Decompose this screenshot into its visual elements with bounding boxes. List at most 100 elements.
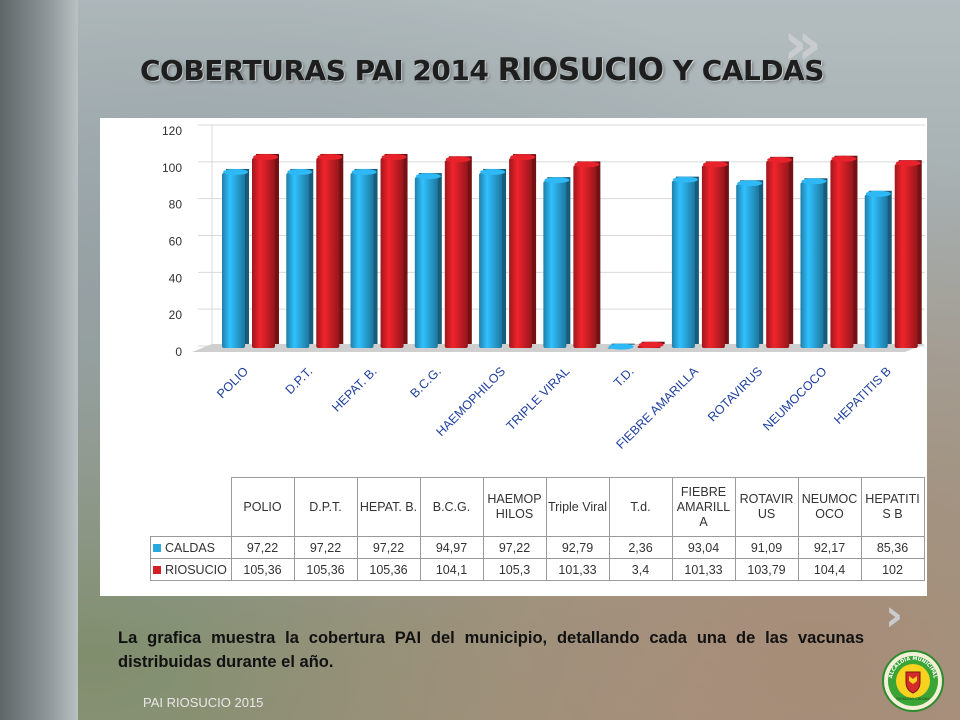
bar-caldas <box>864 194 888 348</box>
table-cell: 3,4 <box>608 558 673 581</box>
table-header-cell: B.C.G. <box>419 477 484 537</box>
bar-cap <box>801 178 827 185</box>
x-tick-label: B.C.G. <box>408 364 444 400</box>
legend-swatch <box>153 565 161 574</box>
bar-cap <box>544 177 570 184</box>
x-tick-label: POLIO <box>214 364 251 401</box>
table-header-cell: HEPATITI S B <box>860 477 925 537</box>
table-cell: 105,3 <box>482 558 547 581</box>
table-cell: 92,79 <box>545 536 610 559</box>
table-cell: 97,22 <box>293 536 358 559</box>
y-tick-label: 20 <box>169 308 183 322</box>
data-table: POLIO D.P.T. HEPAT. B. B.C.G. HAEMOP HILOS Tr… <box>150 477 925 581</box>
table-cell: 97,22 <box>230 536 295 559</box>
bar-riosucio <box>252 157 275 348</box>
x-tick-label: NEUMOCOCO <box>760 364 830 434</box>
x-tick-label: D.P.T. <box>283 364 316 397</box>
bar-cap <box>445 156 471 163</box>
table-header-cell: FIEBRE AMARILL A <box>671 477 736 537</box>
bar-caldas <box>479 172 503 348</box>
bar-caldas <box>414 177 438 348</box>
bar-riosucio <box>701 165 725 348</box>
table-corner <box>150 477 231 537</box>
table-cell: 91,09 <box>734 536 799 559</box>
x-tick-label: TRIPLE VIRAL <box>504 364 573 433</box>
y-tick-label: 120 <box>162 124 182 138</box>
bar-cap <box>574 161 600 168</box>
slide-title: COBERTURAS PAI 2014 RIOSUCIO Y CALDAS <box>140 52 824 88</box>
y-tick-label: 0 <box>175 345 182 359</box>
series-name: CALDAS <box>165 540 216 555</box>
x-tick-label: ROTAVIRUS <box>705 364 765 424</box>
bar-cap <box>737 180 763 187</box>
table-header-cell: NEUMOC OCO <box>797 477 862 537</box>
table-cell: 104,4 <box>797 558 862 581</box>
municipal-seal-logo: ALCALDÍA MUNICIPAL RIOSUCIO CALDAS <box>882 650 944 712</box>
table-cell: 94,97 <box>419 536 484 559</box>
bar-cap <box>415 173 441 180</box>
table-header-cell: T.d. <box>608 477 673 537</box>
bar-chart: 0 20 40 60 80 100 120 POLIO D.P.T. HEPAT. B. B.C.G… <box>162 124 925 452</box>
x-tick-label: HAEMOPHILOS <box>433 364 508 439</box>
table-header-cell: HEPAT. B. <box>356 477 421 537</box>
table-header-row: POLIO D.P.T. HEPAT. B. B.C.G. HAEMOP HILOS Tr… <box>150 477 925 537</box>
bar-riosucio <box>830 159 854 348</box>
bar-riosucio <box>316 157 340 348</box>
bar-cap <box>767 156 793 163</box>
bar-cap <box>381 153 407 160</box>
left-accent-strip <box>0 0 78 720</box>
y-tick-label: 80 <box>169 198 183 212</box>
y-tick-label: 100 <box>162 161 182 175</box>
bar-caldas <box>222 172 245 348</box>
bar-cap <box>480 168 506 175</box>
bar-caldas <box>286 172 310 348</box>
table-header-cell: ROTAVIR US <box>734 477 799 537</box>
slide-footer: PAI RIOSUCIO 2015 <box>143 695 264 710</box>
bar-cap <box>287 168 313 175</box>
table-cell: 97,22 <box>482 536 547 559</box>
table-cell: 85,36 <box>860 536 925 559</box>
bar-cap <box>638 341 664 348</box>
bar-caldas <box>800 182 824 348</box>
title-part-3: Y CALDAS <box>663 54 825 87</box>
series-name: RIOSUCIO <box>165 562 227 577</box>
bar-cap <box>510 154 536 161</box>
bar-cap <box>253 153 278 160</box>
bar-cap <box>608 343 634 350</box>
table-header-cell: Triple Viral <box>545 477 610 537</box>
bar-cap <box>317 153 343 160</box>
series-legend-cell: RIOSUCIO <box>150 558 232 581</box>
table-cell: 105,36 <box>230 558 295 581</box>
x-tick-label: HEPAT. B. <box>329 364 379 414</box>
table-header-cell: POLIO <box>230 477 295 537</box>
x-tick-label: HEPATITIS B <box>831 364 894 427</box>
bar-caldas <box>543 181 567 348</box>
series-legend-cell: CALDAS <box>150 536 232 559</box>
table-cell: 103,79 <box>734 558 799 581</box>
bar-cap <box>865 190 891 197</box>
table-cell: 105,36 <box>356 558 421 581</box>
bar-caldas <box>671 180 695 348</box>
table-cell: 93,04 <box>671 536 736 559</box>
bar-riosucio <box>444 160 468 348</box>
bar-cap <box>895 160 921 167</box>
bar-cap <box>672 176 698 183</box>
table-cell: 101,33 <box>545 558 610 581</box>
table-row: RIOSUCIO 105,36 105,36 105,36 104,1 105,3 101,… <box>150 558 925 581</box>
chevron-right-icon: › <box>885 590 904 641</box>
table-cell: 105,36 <box>293 558 358 581</box>
table-header-cell: HAEMOP HILOS <box>482 477 547 537</box>
bar-caldas <box>736 184 760 348</box>
bar-cap <box>351 168 377 175</box>
table-cell: 2,36 <box>608 536 673 559</box>
bar-riosucio <box>894 164 918 348</box>
slide-caption: La grafica muestra la cobertura PAI del … <box>118 629 864 671</box>
title-part-2: RIOSUCIO <box>497 52 664 88</box>
table-row: CALDAS 97,22 97,22 97,22 94,97 97,22 92,79 2,36… <box>150 536 925 559</box>
table-cell: 101,33 <box>671 558 736 581</box>
title-part-1: COBERTURAS PAI 2014 <box>140 54 498 87</box>
bar-caldas <box>350 172 374 348</box>
table-cell: 92,17 <box>797 536 862 559</box>
y-tick-label: 60 <box>169 235 183 249</box>
table-cell: 102 <box>860 558 925 581</box>
